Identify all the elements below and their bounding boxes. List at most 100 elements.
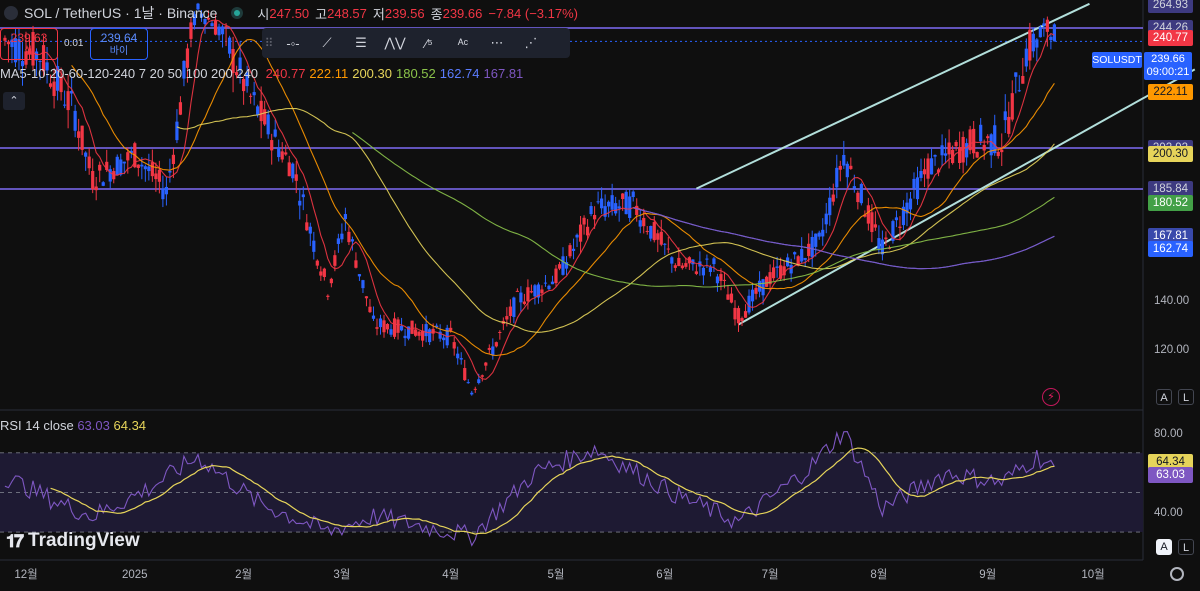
candle-body bbox=[484, 362, 488, 366]
ma-legend-value: 162.74 bbox=[439, 66, 480, 81]
candle-body bbox=[270, 140, 274, 151]
candle-body bbox=[656, 233, 660, 240]
candle-body bbox=[993, 125, 997, 154]
ma-legend[interactable]: MA5-10-20-60-120-240 7 20 50 100 200 240… bbox=[0, 66, 531, 81]
candle-body bbox=[1031, 33, 1035, 52]
auto-scale-button[interactable]: A bbox=[1156, 389, 1172, 405]
candle-body bbox=[600, 198, 604, 209]
abc-pattern-tool-icon[interactable]: ᴬᶜ bbox=[457, 35, 469, 51]
candle-body bbox=[764, 276, 769, 287]
toolbar-grip-icon[interactable]: ⠿ bbox=[264, 36, 274, 50]
settings-gear-icon[interactable] bbox=[1170, 567, 1184, 581]
candle-body bbox=[670, 257, 674, 264]
close-label: 종 bbox=[430, 6, 443, 22]
candle-body bbox=[515, 290, 519, 292]
candle-body bbox=[708, 267, 713, 272]
candle-body bbox=[947, 142, 951, 155]
rsi-legend[interactable]: RSI 14 close 63.03 64.34 bbox=[0, 418, 146, 433]
candle-body bbox=[810, 236, 814, 258]
ma-legend-value: 222.11 bbox=[309, 66, 349, 81]
candle-body bbox=[206, 17, 211, 20]
candle-body bbox=[10, 39, 14, 47]
log-scale-button[interactable]: L bbox=[1178, 389, 1194, 405]
rsi-legend-ma-value: 64.34 bbox=[113, 418, 147, 433]
candle-body bbox=[438, 331, 442, 339]
sell-button[interactable]: 239.63 셀 bbox=[0, 28, 58, 60]
candle-body bbox=[77, 131, 81, 138]
candle-body bbox=[901, 206, 906, 226]
candle-body bbox=[294, 174, 298, 181]
candle-body bbox=[210, 23, 214, 27]
candle-body bbox=[382, 320, 386, 333]
candle-body bbox=[617, 206, 621, 209]
candle-body bbox=[694, 271, 698, 274]
candle-body bbox=[115, 156, 119, 176]
candle-body bbox=[638, 220, 642, 227]
price-tick: 120.00 bbox=[1154, 344, 1189, 356]
candle-body bbox=[715, 276, 720, 284]
symbol-title[interactable]: SOL / TetherUS · 1날 · Binance bbox=[24, 5, 218, 21]
candle-body bbox=[733, 307, 737, 320]
candle-body bbox=[979, 124, 983, 142]
channel-lower-line bbox=[738, 68, 1196, 326]
candle-body bbox=[645, 230, 649, 232]
parallel-channel-tool-icon[interactable]: ⋯ bbox=[490, 35, 504, 50]
high-label: 고 bbox=[315, 6, 328, 22]
candle-body bbox=[526, 287, 530, 302]
candle-body bbox=[98, 164, 102, 171]
buy-price: 239.64 bbox=[100, 31, 138, 45]
candle-body bbox=[396, 319, 400, 333]
candle-body bbox=[585, 226, 590, 236]
candle-body bbox=[550, 281, 555, 285]
candle-body bbox=[908, 198, 913, 210]
candle-body bbox=[701, 267, 706, 276]
candle-body bbox=[519, 292, 523, 303]
candle-body bbox=[940, 145, 944, 156]
candle-body bbox=[428, 329, 432, 343]
rsi-axis-label: 63.03 bbox=[1148, 466, 1193, 483]
candle-body bbox=[768, 272, 772, 285]
candle-body bbox=[775, 266, 779, 268]
candle-body bbox=[273, 129, 277, 137]
regression-tool-icon[interactable]: ⋰ bbox=[524, 35, 538, 50]
price-axis-label: 162.74 bbox=[1148, 241, 1193, 257]
rsi-log-scale-button[interactable]: L bbox=[1178, 539, 1194, 555]
fib-retracement-tool-icon[interactable]: ☰ bbox=[355, 35, 367, 50]
candle-body bbox=[729, 293, 734, 303]
candle-body bbox=[838, 165, 842, 170]
candle-body bbox=[1038, 27, 1042, 38]
price-axis-label: 185.84 bbox=[1148, 181, 1193, 197]
low-value: 239.56 bbox=[384, 5, 425, 21]
candle-body bbox=[870, 212, 874, 233]
candle-body bbox=[800, 249, 804, 262]
candle-body bbox=[389, 329, 393, 335]
candle-body bbox=[256, 106, 260, 115]
candle-body bbox=[6, 41, 11, 45]
candle-body bbox=[561, 256, 565, 275]
tradingview-logo[interactable]: 𝟏𝟕 TradingView bbox=[6, 530, 140, 552]
candle-body bbox=[298, 200, 302, 206]
candle-body bbox=[779, 265, 783, 279]
candle-body bbox=[589, 206, 593, 215]
candle-body bbox=[263, 109, 267, 125]
candle-body bbox=[554, 268, 558, 284]
trend-line-tool-icon[interactable]: ⟋ bbox=[322, 35, 332, 50]
price-axis-label: 264.93 bbox=[1148, 0, 1193, 13]
candle-body bbox=[817, 232, 821, 237]
candle-body bbox=[27, 48, 32, 54]
rsi-auto-scale-button[interactable]: A bbox=[1156, 539, 1172, 555]
pattern-tool-icon[interactable]: ⋀⋁ bbox=[384, 35, 406, 50]
elliott-wave-tool-icon[interactable]: ⁄⁵ bbox=[425, 35, 433, 51]
candle-body bbox=[435, 325, 439, 328]
candle-body bbox=[55, 66, 60, 91]
horizontal-ray-tool-icon[interactable]: -◦- bbox=[286, 35, 300, 51]
candle-body bbox=[126, 152, 130, 161]
time-tick: 10월 bbox=[1081, 568, 1104, 581]
buy-button[interactable]: 239.64 바이 bbox=[90, 28, 148, 60]
candle-body bbox=[136, 164, 140, 168]
candle-body bbox=[726, 294, 730, 300]
collapse-legend-icon[interactable]: ⌃ bbox=[3, 92, 25, 110]
lightning-icon[interactable]: ⚡ bbox=[1042, 388, 1060, 406]
candle-body bbox=[122, 161, 126, 164]
